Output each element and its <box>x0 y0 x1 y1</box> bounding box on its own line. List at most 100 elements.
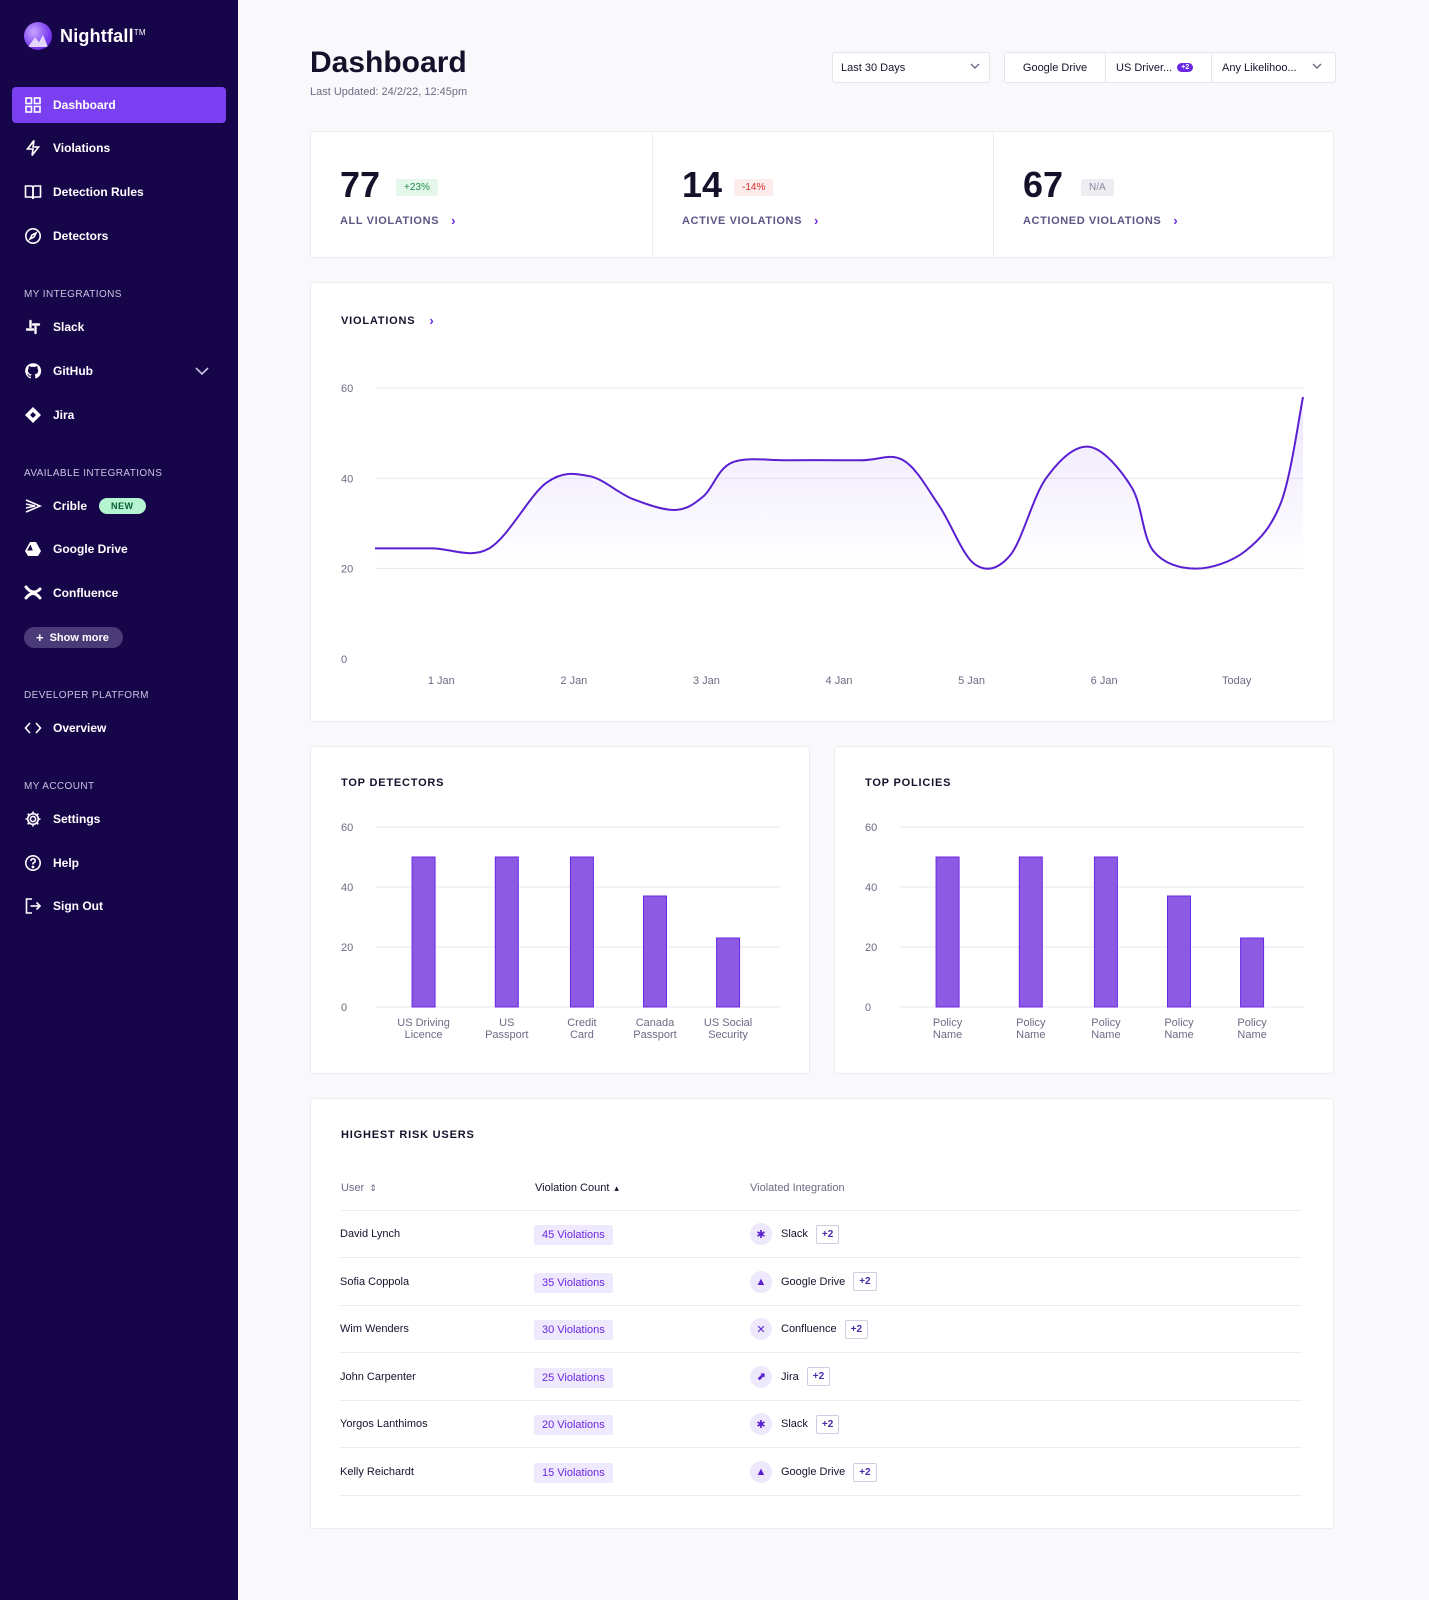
user-name: Kelly Reichardt <box>340 1466 414 1478</box>
sidebar-item-github[interactable]: GitHub <box>12 353 226 389</box>
plus-icon: + <box>36 630 44 645</box>
bar <box>1166 895 1191 1008</box>
sign-out-icon <box>24 897 42 915</box>
sidebar-item-settings[interactable]: Settings <box>12 801 226 837</box>
confluence-icon <box>24 584 42 602</box>
book-icon <box>24 183 42 201</box>
confluence-icon: ✕ <box>750 1318 772 1341</box>
x-tick-label: Policy <box>1164 1017 1194 1029</box>
table-row[interactable]: Sofia Coppola 35 Violations ▲ Google Drive +… <box>340 1259 1302 1306</box>
violation-count-badge[interactable]: 30 Violations <box>534 1320 613 1341</box>
new-badge: NEW <box>99 498 146 514</box>
more-integrations-badge[interactable]: +2 <box>853 1462 877 1482</box>
likelihood-filter[interactable]: Any Likelihoo... <box>1212 53 1335 82</box>
chevron-right-icon: › <box>451 213 456 228</box>
x-tick-label: Passport <box>485 1029 528 1041</box>
slack-icon: ✱ <box>750 1413 772 1436</box>
github-icon <box>24 362 42 380</box>
actioned-violations-link[interactable]: ACTIONED VIOLATIONS › <box>1023 213 1178 228</box>
chart-title: TOP POLICIES <box>865 777 952 789</box>
table-header-divider <box>341 1210 1302 1211</box>
help-icon <box>24 854 42 872</box>
x-tick-label: Name <box>933 1029 962 1041</box>
sidebar-item-slack[interactable]: Slack <box>12 309 226 345</box>
divider <box>652 132 653 257</box>
logo[interactable]: NightfallTM <box>24 22 146 50</box>
table-row[interactable]: Yorgos Lanthimos 20 Violations ✱ Slack +2 <box>340 1401 1302 1449</box>
violation-count-badge[interactable]: 35 Violations <box>534 1272 613 1293</box>
more-integrations-badge[interactable]: +2 <box>844 1319 869 1339</box>
date-range-select[interactable]: Last 30 Days <box>832 52 990 83</box>
sidebar-item-crible[interactable]: Crible NEW <box>12 488 226 524</box>
show-more-button[interactable]: + Show more <box>24 627 123 648</box>
violation-count-badge[interactable]: 15 Violations <box>534 1463 613 1483</box>
y-tick-label: 60 <box>341 822 353 834</box>
violation-count-badge[interactable]: 25 Violations <box>534 1367 613 1388</box>
sidebar-item-dashboard[interactable]: Dashboard <box>12 87 226 123</box>
section-developer-platform: DEVELOPER PLATFORM <box>24 690 149 701</box>
bar <box>569 856 594 1008</box>
trademark: TM <box>133 27 146 37</box>
integration-filter[interactable]: Google Drive <box>1005 53 1106 82</box>
sidebar-item-confluence[interactable]: Confluence <box>12 575 226 611</box>
column-header-integration: Violated Integration <box>750 1182 845 1194</box>
highest-risk-users-card: HIGHEST RISK USERS <box>310 1098 1334 1529</box>
stat-actioned-violations: 67 N/A ACTIONED VIOLATIONS › <box>993 131 1334 258</box>
x-tick-label: Card <box>570 1029 594 1041</box>
table-row[interactable]: Wim Wenders 30 Violations ✕ Confluence +2 <box>340 1306 1302 1354</box>
y-tick-label: 20 <box>341 564 353 576</box>
stat-all-violations: 77 +23% ALL VIOLATIONS › <box>310 131 651 258</box>
x-tick-label: Name <box>1091 1029 1120 1041</box>
sidebar-item-google-drive[interactable]: Google Drive <box>12 531 226 567</box>
date-range-value: Last 30 Days <box>841 61 906 74</box>
all-violations-link[interactable]: ALL VIOLATIONS › <box>340 213 456 228</box>
violations-chart-link[interactable]: VIOLATIONS › <box>341 313 435 328</box>
sidebar-item-label: Slack <box>53 320 85 334</box>
sort-by-violation-count[interactable]: Violation Count ▴ <box>535 1182 619 1194</box>
user-name: Wim Wenders <box>340 1323 409 1336</box>
x-tick-label: Credit <box>567 1017 596 1029</box>
filter-group: Google Drive US Driver... +2 Any Likelih… <box>1004 52 1336 83</box>
sidebar-item-sign-out[interactable]: Sign Out <box>12 888 226 924</box>
sidebar-item-detectors[interactable]: Detectors <box>12 218 226 254</box>
sidebar-item-detection-rules[interactable]: Detection Rules <box>12 174 226 210</box>
sidebar-item-jira[interactable]: Jira <box>12 397 226 433</box>
sidebar-item-violations[interactable]: Violations <box>12 130 226 166</box>
stats-card <box>310 131 1334 258</box>
sidebar-item-label: Help <box>53 856 80 870</box>
table-row[interactable]: John Carpenter 25 Violations ⬈ Jira +2 <box>340 1354 1302 1401</box>
sidebar-item-overview[interactable]: Overview <box>12 710 226 746</box>
jira-icon: ⬈ <box>750 1365 772 1388</box>
table-row[interactable]: Kelly Reichardt 15 Violations ▲ Google Driv… <box>340 1449 1302 1496</box>
sidebar-item-label: Confluence <box>53 586 119 600</box>
x-tick-label: 5 Jan <box>958 675 985 687</box>
integration-name: Google Drive <box>781 1275 846 1288</box>
y-tick-label: 60 <box>865 822 877 834</box>
sort-by-user[interactable]: User ⇕ <box>341 1182 377 1194</box>
more-integrations-badge[interactable]: +2 <box>853 1272 877 1292</box>
violation-count-badge[interactable]: 20 Violations <box>534 1415 613 1436</box>
detector-filter[interactable]: US Driver... +2 <box>1106 53 1212 82</box>
x-tick-label: Name <box>1237 1029 1266 1041</box>
x-tick-label: Security <box>708 1029 748 1041</box>
more-integrations-badge[interactable]: +2 <box>815 1224 840 1244</box>
y-tick-label: 40 <box>341 473 353 485</box>
violation-count-badge[interactable]: 45 Violations <box>534 1225 613 1245</box>
table-row[interactable]: David Lynch 45 Violations ✱ Slack +2 <box>340 1211 1302 1258</box>
more-integrations-badge[interactable]: +2 <box>815 1414 840 1434</box>
chevron-right-icon: › <box>429 313 435 328</box>
stat-change-badge: +23% <box>396 179 438 196</box>
violations-chart-card: VIOLATIONS › 0 20 40 60 1 Jan 2 Jan 3 Jan 4 Jan 5… <box>310 282 1334 722</box>
active-violations-link[interactable]: ACTIVE VIOLATIONS › <box>682 213 819 228</box>
chevron-down-icon[interactable] <box>194 363 210 382</box>
user-name: David Lynch <box>340 1228 401 1240</box>
compass-icon <box>24 227 42 245</box>
more-integrations-badge[interactable]: +2 <box>806 1367 831 1387</box>
x-tick-label: Policy <box>1091 1017 1121 1029</box>
y-tick-label: 0 <box>341 1002 347 1014</box>
sidebar-item-help[interactable]: Help <box>12 845 226 881</box>
integration-filter-value: Google Drive <box>1022 61 1088 74</box>
y-tick-label: 20 <box>341 942 353 954</box>
stat-label: ACTIONED VIOLATIONS <box>1023 214 1162 227</box>
nightfall-logo-icon <box>24 22 52 50</box>
